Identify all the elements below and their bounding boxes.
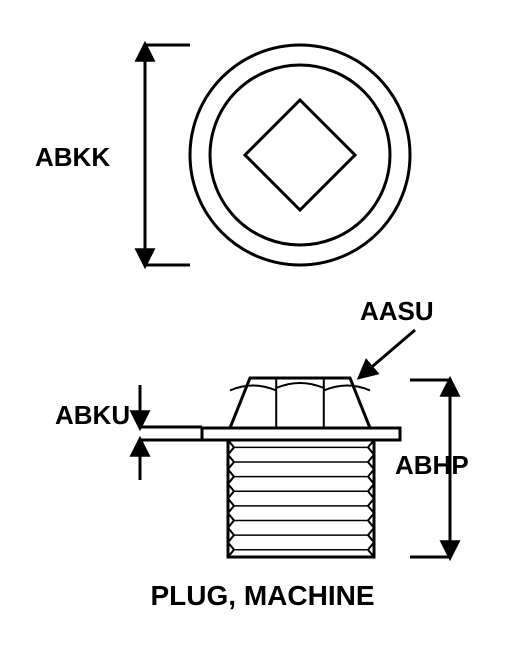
dim-abkk — [145, 45, 190, 265]
side-view — [202, 378, 400, 557]
label-abkk: ABKK — [35, 142, 110, 173]
diagram-canvas — [0, 0, 525, 645]
dim-aasu — [360, 330, 415, 377]
label-abhp: ABHP — [395, 450, 469, 481]
diagram-title: PLUG, MACHINE — [0, 580, 525, 612]
label-abku: ABKU — [55, 400, 130, 431]
top-view — [190, 45, 410, 265]
dim-abku — [140, 385, 202, 480]
label-aasu: AASU — [360, 296, 434, 327]
